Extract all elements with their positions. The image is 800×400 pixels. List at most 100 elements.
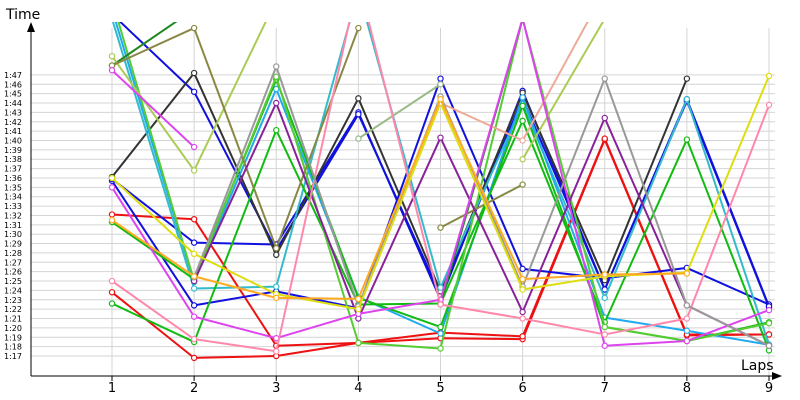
data-point: [190, 250, 198, 258]
data-point: [437, 301, 444, 308]
x-tick-labels: 1 2 3 4 5 6 7 8 9: [108, 381, 773, 396]
y-tick-label: 1:24: [4, 286, 22, 295]
series-14: [108, 22, 267, 174]
data-point: [601, 271, 608, 278]
data-point: [437, 134, 444, 141]
y-tick-label: 1:21: [4, 315, 22, 324]
data-point: [519, 315, 526, 322]
y-tick-label: 1:22: [4, 305, 22, 314]
y-tick-label: 1:37: [4, 165, 22, 174]
series-line: [357, 83, 442, 140]
data-point: [190, 285, 198, 292]
data-point: [437, 81, 444, 88]
y-tick-label: 1:34: [4, 193, 22, 202]
data-point: [683, 315, 691, 322]
x-tick-label: 1: [108, 381, 116, 396]
y-tick-label: 1:18: [4, 343, 22, 352]
data-point: [273, 245, 280, 252]
data-point: [108, 289, 116, 296]
data-point: [108, 67, 116, 74]
data-point: [765, 72, 773, 80]
data-point: [683, 96, 691, 103]
y-tick-label: 1:45: [4, 90, 22, 99]
y-tick-label: 1:30: [4, 230, 22, 239]
y-tick-label: 1:47: [4, 71, 22, 80]
data-point: [683, 75, 691, 82]
data-point: [273, 99, 280, 107]
data-point: [437, 75, 444, 82]
x-tick-label: 5: [436, 381, 444, 396]
x-tick-label: 9: [765, 381, 773, 396]
y-tick-label: 1:29: [4, 240, 22, 249]
data-point: [108, 216, 116, 224]
data-point: [601, 75, 608, 82]
data-point: [683, 270, 691, 277]
data-point: [273, 283, 280, 290]
data-point: [190, 215, 198, 223]
data-point: [683, 302, 691, 309]
series-line: [111, 98, 687, 300]
y-tick-labels: 1:171:181:191:201:211:221:231:241:251:26…: [4, 71, 22, 361]
x-tick-label: 7: [601, 381, 609, 396]
series-line: [111, 27, 360, 250]
y-tick-label: 1:31: [4, 221, 22, 230]
x-tick-label: 8: [683, 381, 691, 396]
data-point: [519, 333, 526, 340]
data-point: [683, 337, 691, 345]
data-point: [190, 167, 198, 174]
data-point: [519, 156, 526, 163]
data-point: [601, 331, 608, 338]
data-point: [190, 24, 198, 32]
x-tick-label: 3: [272, 381, 280, 396]
series-line: [440, 183, 524, 229]
y-tick-label: 1:44: [4, 99, 22, 108]
data-point: [108, 300, 116, 307]
data-point: [683, 327, 691, 334]
series-17: [437, 181, 526, 231]
data-point: [273, 126, 280, 134]
data-point: [355, 111, 362, 118]
y-tick-label: 1:17: [4, 352, 22, 361]
data-point: [273, 63, 280, 70]
x-axis-title: Laps: [741, 358, 774, 374]
data-point: [355, 339, 362, 347]
series-line: [111, 72, 688, 293]
data-point: [765, 342, 773, 349]
data-point: [273, 348, 280, 355]
data-point: [273, 251, 280, 259]
data-point: [355, 135, 362, 142]
x-tick-label: 4: [354, 381, 362, 396]
y-tick-label: 1:46: [4, 80, 22, 89]
y-tick-label: 1:39: [4, 146, 22, 155]
x-tick-label: 2: [190, 381, 198, 396]
data-point: [765, 320, 773, 327]
plot-area: [108, 22, 773, 362]
data-point: [519, 181, 526, 188]
series-6: [108, 69, 691, 295]
y-tick-label: 1:28: [4, 249, 22, 258]
series-12: [108, 22, 178, 69]
data-point: [108, 174, 116, 182]
data-point: [601, 294, 608, 302]
data-point: [355, 295, 362, 303]
y-tick-label: 1:27: [4, 258, 22, 267]
series-16: [108, 24, 362, 252]
data-point: [437, 224, 444, 231]
data-point: [601, 342, 608, 349]
axes: [27, 22, 782, 380]
y-tick-label: 1:38: [4, 155, 22, 164]
data-point: [273, 73, 280, 80]
data-point: [190, 335, 198, 343]
y-tick-label: 1:35: [4, 183, 22, 192]
series-23: [108, 22, 773, 355]
data-point: [519, 102, 526, 110]
data-point: [765, 101, 773, 109]
x-tick-label: 6: [518, 381, 526, 396]
data-point: [355, 305, 362, 313]
series-15: [519, 22, 604, 163]
series-26: [108, 96, 691, 303]
data-point: [273, 294, 280, 302]
data-point: [519, 117, 526, 125]
series-21: [108, 22, 773, 349]
data-point: [437, 284, 444, 291]
